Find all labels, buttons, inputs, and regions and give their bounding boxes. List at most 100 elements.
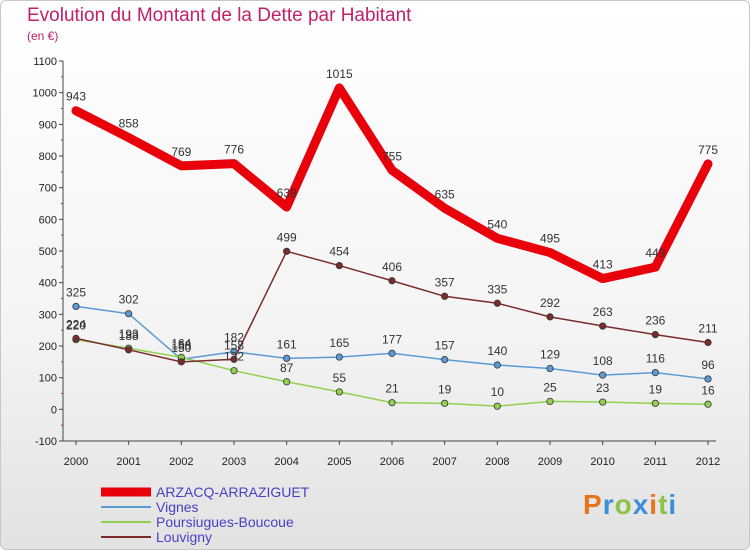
data-label: 182 xyxy=(224,331,244,345)
data-point xyxy=(72,302,80,311)
y-tick-label: 1000 xyxy=(33,88,57,100)
data-point xyxy=(493,299,501,307)
data-point xyxy=(335,261,343,270)
data-label: 302 xyxy=(119,293,139,307)
logo-letter: t xyxy=(658,489,669,520)
data-point xyxy=(441,399,449,407)
data-label: 96 xyxy=(701,358,715,372)
data-label: 108 xyxy=(593,354,613,368)
data-label: 263 xyxy=(593,305,613,319)
data-label: 158 xyxy=(171,338,191,352)
x-tick-label: 2011 xyxy=(644,456,668,468)
y-tick-label: 0 xyxy=(51,404,57,416)
data-label: 499 xyxy=(277,230,297,244)
data-label: 157 xyxy=(435,339,455,353)
data-label: 87 xyxy=(280,361,294,375)
data-label: 769 xyxy=(171,145,191,159)
data-point xyxy=(441,356,449,364)
data-label: 165 xyxy=(329,336,349,350)
data-label: 129 xyxy=(540,347,560,361)
series-arzacq-arraziguet: 943 858 769 776 639 1015 755 635 540 495 413 449 775 xyxy=(66,67,718,284)
data-point xyxy=(388,399,396,407)
data-label: 755 xyxy=(382,149,402,163)
data-label: 335 xyxy=(487,282,507,296)
logo-letter: P xyxy=(583,489,603,520)
data-point xyxy=(599,371,607,379)
chart-title: Evolution du Montant de la Dette par Hab… xyxy=(27,5,412,26)
data-label: 211 xyxy=(698,322,717,336)
y-tick-label: 500 xyxy=(39,246,57,258)
data-label: 292 xyxy=(540,296,560,310)
data-label: 19 xyxy=(649,382,663,396)
data-point xyxy=(704,338,712,347)
data-label: 540 xyxy=(487,217,507,231)
y-tick-label: 700 xyxy=(39,183,57,195)
data-point xyxy=(704,400,712,408)
data-label: 943 xyxy=(66,90,86,104)
data-label: 16 xyxy=(701,383,715,397)
y-tick-label: 900 xyxy=(39,119,57,131)
data-point xyxy=(72,334,80,342)
series-poursiugues-boucoue: 220193164122875521191025231916 xyxy=(66,319,715,410)
y-tick-label: 100 xyxy=(39,373,57,385)
data-point xyxy=(125,310,133,318)
x-tick-label: 2001 xyxy=(116,456,140,468)
data-label: 158 xyxy=(224,338,244,352)
x-tick-label: 2005 xyxy=(327,456,351,468)
logo-letter: x xyxy=(632,489,650,520)
data-point xyxy=(230,367,238,375)
data-label: 140 xyxy=(487,344,507,358)
data-label: 10 xyxy=(491,385,505,399)
y-tick-label: 800 xyxy=(39,151,57,163)
x-tick-label: 2000 xyxy=(64,456,88,468)
y-tick-label: 1100 xyxy=(33,56,57,68)
data-label: 1015 xyxy=(326,67,353,81)
data-label: 177 xyxy=(382,332,402,346)
data-label: 193 xyxy=(119,327,139,341)
data-label: 25 xyxy=(543,380,557,394)
data-label: 188 xyxy=(119,329,139,343)
logo-letter: r xyxy=(602,489,615,520)
data-point xyxy=(599,322,607,330)
data-label: 495 xyxy=(540,232,560,246)
legend-label: Poursiugues-Boucoue xyxy=(156,514,294,530)
y-tick-label: -100 xyxy=(35,436,57,448)
x-tick-label: 2002 xyxy=(169,456,193,468)
x-tick-label: 2003 xyxy=(222,456,246,468)
data-label: 55 xyxy=(333,371,347,385)
data-label: 220 xyxy=(66,319,86,333)
data-label: 406 xyxy=(382,260,402,274)
data-label: 19 xyxy=(438,382,452,396)
data-point xyxy=(704,375,712,383)
data-label: 639 xyxy=(277,186,297,200)
data-point xyxy=(230,355,238,363)
data-label: 776 xyxy=(224,143,244,157)
x-tick-label: 2004 xyxy=(274,456,298,468)
data-label: 161 xyxy=(277,337,297,351)
proxiti-logo: Proxiti xyxy=(583,489,677,521)
data-point xyxy=(651,368,659,377)
data-point xyxy=(177,358,185,366)
y-tick-label: 600 xyxy=(39,214,57,226)
data-label: 325 xyxy=(66,285,86,299)
data-label: 413 xyxy=(593,258,613,272)
x-tick-label: 2009 xyxy=(538,456,562,468)
legend-label: Vignes xyxy=(156,499,199,515)
data-point xyxy=(335,353,343,361)
data-point xyxy=(388,277,396,285)
legend-label: ARZACQ-ARRAZIGUET xyxy=(156,484,310,500)
data-point xyxy=(546,364,554,373)
data-label: 357 xyxy=(435,275,455,289)
chart-subtitle: (en €) xyxy=(27,29,59,43)
data-label: 164 xyxy=(171,336,191,350)
y-tick-label: 200 xyxy=(39,341,57,353)
logo-letter: i xyxy=(668,489,678,520)
data-point xyxy=(651,330,659,339)
data-label: 116 xyxy=(646,352,665,366)
data-label: 449 xyxy=(645,246,665,260)
data-label: 236 xyxy=(645,314,665,328)
